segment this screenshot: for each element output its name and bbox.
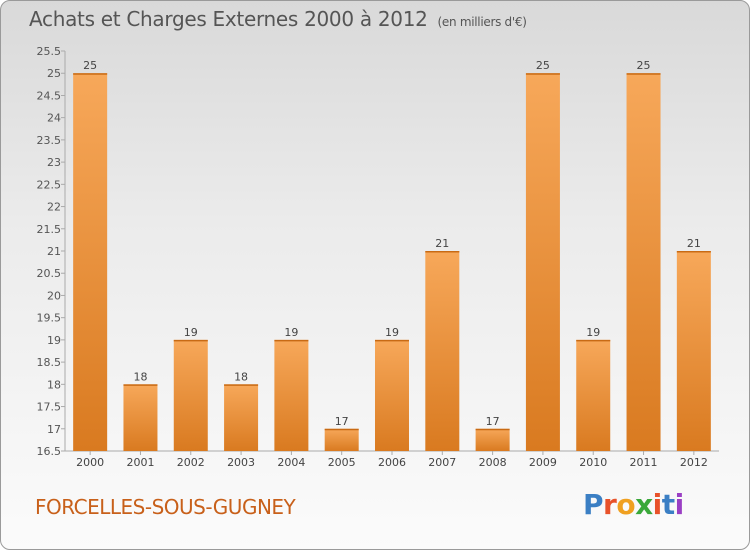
y-tick-label: 17.5 — [37, 401, 62, 414]
y-tick-label: 18.5 — [37, 356, 62, 369]
bar — [324, 428, 359, 451]
bar-top-edge — [73, 73, 108, 75]
data-label: 18 — [133, 370, 147, 383]
bar — [224, 384, 259, 451]
bar-top-edge — [475, 428, 510, 431]
y-tick-label: 18 — [47, 378, 61, 391]
axes: 16.5 17 17.5 18 18.5 19 19.5 20 20.5 21 21.5 22 22.5… — [37, 45, 719, 469]
proxiti-logo: Proxiti — [583, 488, 684, 521]
bar-top-edge — [626, 73, 661, 75]
x-tick-label: 2007 — [428, 456, 456, 469]
data-labels: 25 18 19 18 19 17 19 21 17 25 19 25 21 — [83, 59, 701, 428]
y-tick-label: 21.5 — [37, 223, 62, 236]
y-tick-label: 20.5 — [37, 267, 62, 280]
y-tick-label: 16.5 — [37, 445, 62, 458]
bar-top-edge — [525, 73, 560, 75]
bar — [274, 339, 309, 451]
y-tick-label: 19 — [47, 334, 61, 347]
y-tick-label: 17 — [47, 423, 61, 436]
y-tick-label: 19.5 — [37, 312, 62, 325]
x-tick-label: 2011 — [630, 456, 658, 469]
data-label: 21 — [687, 237, 701, 250]
y-tick-label: 24.5 — [37, 89, 62, 102]
x-tick-label: 2010 — [579, 456, 607, 469]
x-tick-label: 2012 — [680, 456, 708, 469]
bar — [123, 384, 158, 451]
bar — [626, 73, 661, 451]
y-tick-label: 21 — [47, 245, 61, 258]
x-tick-label: 2003 — [227, 456, 255, 469]
bar — [525, 73, 560, 451]
x-tick-label: 2009 — [529, 456, 557, 469]
chart-title-text: Achats et Charges Externes 2000 à 2012 — [29, 7, 428, 31]
y-tick-label: 20 — [47, 289, 61, 302]
chart-unit: (en milliers d'€) — [437, 15, 527, 29]
bar — [173, 339, 208, 451]
y-tick-label: 24 — [47, 112, 61, 125]
bar — [425, 251, 460, 451]
data-label: 17 — [486, 415, 500, 428]
bar-top-edge — [123, 384, 158, 386]
y-tick-label: 23.5 — [37, 134, 62, 147]
data-label: 19 — [184, 326, 198, 339]
logo-letter: i — [674, 488, 685, 521]
x-tick-label: 2000 — [76, 456, 104, 469]
data-label: 25 — [83, 59, 97, 72]
y-tick-label: 22 — [47, 201, 61, 214]
chart-title: Achats et Charges Externes 2000 à 2012 (e… — [29, 7, 527, 31]
y-tick-label: 25 — [47, 67, 61, 80]
y-tick-label: 25.5 — [37, 45, 62, 58]
x-tick-label: 2002 — [177, 456, 205, 469]
bars — [73, 73, 711, 451]
logo-letter: P — [583, 488, 604, 521]
bar — [375, 339, 409, 451]
data-label: 21 — [435, 237, 449, 250]
bar-top-edge — [576, 339, 611, 342]
bar-top-edge — [173, 339, 208, 342]
x-tick-label: 2008 — [479, 456, 507, 469]
bar — [475, 428, 510, 451]
data-label: 19 — [284, 326, 298, 339]
data-label: 17 — [335, 415, 349, 428]
logo-letter: o — [616, 488, 636, 521]
x-tick-label: 2001 — [126, 456, 154, 469]
bar — [576, 339, 611, 451]
data-label: 25 — [536, 59, 550, 72]
logo-letter: r — [603, 488, 617, 521]
bar-top-edge — [375, 339, 409, 342]
logo-letter: t — [661, 488, 675, 521]
bar-top-edge — [274, 339, 309, 342]
y-tick-label: 22.5 — [37, 178, 62, 191]
y-tick-label: 23 — [47, 156, 61, 169]
logo-letter: x — [635, 488, 653, 521]
bar-top-edge — [224, 384, 259, 386]
x-tick-label: 2004 — [277, 456, 305, 469]
bar — [676, 251, 711, 451]
x-tick-label: 2006 — [378, 456, 406, 469]
data-label: 18 — [234, 370, 248, 383]
logo-letter: i — [652, 488, 663, 521]
x-tick-label: 2005 — [328, 456, 356, 469]
bar-top-edge — [425, 251, 460, 253]
data-label: 19 — [385, 326, 399, 339]
bar — [73, 73, 108, 451]
commune-name: FORCELLES-SOUS-GUGNEY — [35, 495, 296, 519]
bar-top-edge — [324, 428, 359, 431]
data-label: 25 — [637, 59, 651, 72]
data-label: 19 — [586, 326, 600, 339]
bar-top-edge — [676, 251, 711, 253]
